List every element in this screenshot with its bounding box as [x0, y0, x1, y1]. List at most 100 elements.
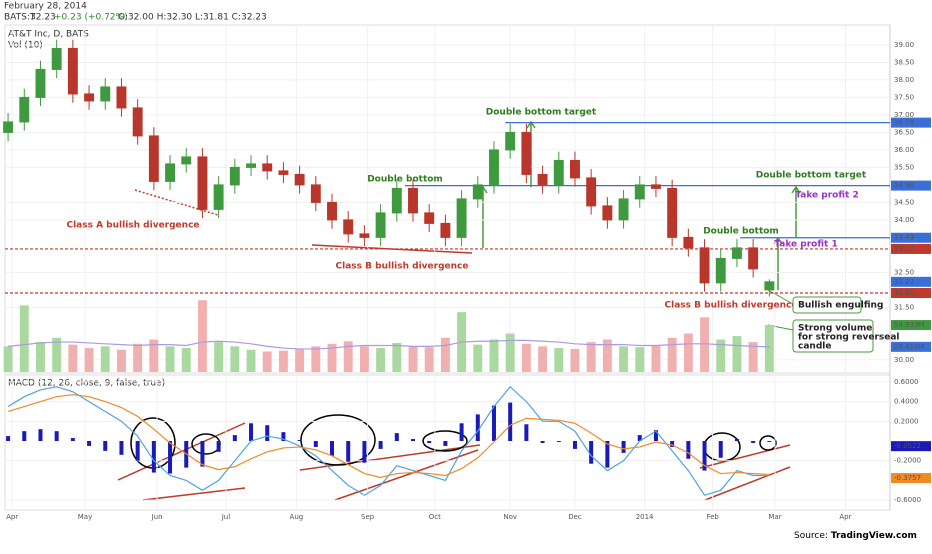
x-tick-label: May: [78, 513, 92, 521]
axis-tag: [891, 288, 931, 299]
axis-tag: [891, 473, 931, 484]
macd-hist-bar: [394, 433, 399, 442]
volume-bar: [602, 339, 612, 372]
volume-bar: [311, 346, 321, 372]
x-tick-label: Jul: [221, 513, 231, 521]
volume-bar: [440, 337, 450, 372]
x-tick-label: Feb: [706, 513, 719, 521]
axis-tag: [891, 320, 931, 331]
volume-bar: [667, 337, 677, 372]
candle-body: [553, 159, 564, 186]
volume-bar: [748, 342, 758, 372]
candle-body: [764, 281, 775, 291]
macd-hist-bar: [524, 424, 529, 442]
candle-body: [181, 156, 192, 165]
callout-box: [792, 319, 874, 353]
macd-hist-bar: [637, 435, 642, 442]
volume-bar: [554, 348, 564, 372]
candle-body: [67, 47, 78, 95]
x-tick-label: Oct: [429, 513, 441, 521]
macd-hist-bar: [734, 439, 739, 442]
y-tick-label: 0.6000: [894, 378, 919, 386]
highlight: [422, 430, 468, 452]
volume-bar: [586, 342, 596, 372]
annotation: Take profit 2: [795, 191, 858, 201]
change: +0.23 (+0.72%): [54, 13, 128, 23]
volume-bar: [764, 325, 774, 372]
y-tick-label: 30.00: [894, 356, 914, 364]
volume-bar: [716, 339, 726, 372]
last-price: 32.23: [30, 13, 56, 23]
macd-hist-bar: [54, 431, 59, 442]
candle-body: [731, 247, 742, 259]
macd-hist-bar: [103, 441, 108, 451]
annotation: Double bottom target: [486, 108, 597, 118]
arrows: [478, 120, 801, 290]
candle-body: [440, 222, 451, 238]
macd-hist-bar: [22, 431, 27, 442]
axis-tag-label: 33.49: [894, 234, 914, 242]
candle-body: [748, 247, 759, 270]
candle-body: [375, 212, 386, 238]
y-tick-label: 37.00: [894, 111, 914, 119]
macd-hist-bar: [265, 425, 270, 442]
macd-hist-bar: [249, 423, 254, 442]
volume-bar: [408, 346, 418, 372]
macd-hist-bar: [427, 441, 432, 443]
volume-bar: [149, 339, 159, 372]
volume-ma-line: [8, 339, 770, 350]
x-tick-label: Apr: [6, 513, 18, 521]
macd-hist-bar: [621, 441, 626, 453]
macd-hist-bar: [751, 441, 756, 443]
y-tick-label: 0.2000: [894, 417, 919, 425]
annotation: Class B bullish divergence: [665, 301, 798, 311]
y-tick-label: 37.50: [894, 93, 914, 101]
macd-hist-bar: [589, 441, 594, 464]
volume-bar: [68, 344, 78, 372]
candle-body: [456, 198, 467, 238]
y-tick-label: 0.4000: [894, 398, 919, 406]
macd-hist-bar: [556, 441, 561, 443]
macd-hist-bar: [475, 414, 480, 442]
divergence-line: [117, 422, 246, 481]
signal-line: [7, 394, 770, 479]
candle-body: [116, 86, 127, 109]
macd-hist-bar: [605, 441, 610, 468]
annotation: Double bottom target: [756, 171, 867, 181]
candle-body: [35, 68, 46, 98]
axis-tag: [891, 276, 931, 287]
volume-bar: [473, 344, 483, 372]
candle-body: [229, 166, 240, 186]
axis-tag-label: 54.933M: [894, 321, 925, 329]
axis-tag-label: 32.23: [894, 278, 914, 286]
axis-tag-label: -0.0522: [894, 442, 921, 450]
candle-body: [19, 96, 30, 123]
macd-hist-bar: [572, 441, 577, 449]
macd-hist-bar: [313, 441, 318, 447]
candle-body: [472, 184, 483, 200]
macd-hist-bar: [232, 435, 237, 442]
volume-bar: [343, 341, 353, 372]
volume-bar: [84, 348, 94, 372]
axis-tag-label: 31.91: [894, 289, 914, 297]
macd-hist-bar: [540, 441, 545, 443]
volume-bar: [3, 346, 13, 372]
candle-body: [359, 233, 370, 238]
macd-hist-bar: [346, 441, 351, 462]
volume-bar: [376, 348, 386, 372]
macd-hist-bar: [459, 423, 464, 442]
macd-title: MACD (12, 26, close, 9, false, true): [8, 379, 165, 389]
source-prefix: Source:: [794, 531, 831, 541]
candle-body: [262, 163, 273, 172]
y-tick-label: 38.00: [894, 76, 914, 84]
candle-body: [51, 47, 62, 70]
volume-title: Vol (10): [8, 41, 43, 51]
axis-tag-label: 33.17: [894, 245, 914, 253]
volume-bar: [117, 349, 126, 372]
volume-bar: [683, 333, 693, 372]
macd-hist-bar: [508, 402, 513, 442]
x-tick-label: Dec: [568, 513, 582, 521]
axis-tag: [891, 243, 931, 254]
